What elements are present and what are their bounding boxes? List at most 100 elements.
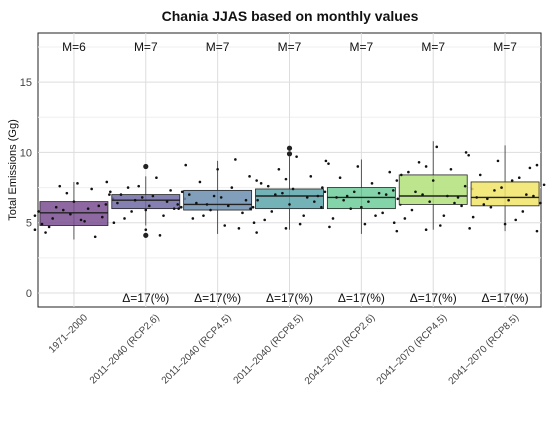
data-point: [391, 189, 395, 192]
data-point: [525, 193, 528, 196]
data-point: [237, 227, 241, 230]
data-point: [328, 225, 331, 229]
data-point: [381, 211, 384, 215]
data-point: [400, 173, 403, 177]
gridlines: [38, 33, 541, 307]
data-point: [284, 227, 288, 230]
data-point: [251, 205, 255, 209]
data-point: [47, 225, 51, 229]
outlier-point: [286, 145, 293, 151]
x-tick-label: 2011–2040 (RCP8.5): [232, 312, 306, 386]
x-tick-label: 2011–2040 (RCP2.6): [88, 312, 162, 386]
box: [111, 194, 181, 210]
data-point: [313, 200, 316, 203]
data-point: [528, 166, 532, 170]
data-point: [51, 217, 54, 220]
data-point: [291, 187, 295, 191]
data-point: [449, 167, 453, 171]
data-point: [202, 214, 205, 217]
data-point: [517, 176, 521, 180]
data-point: [431, 179, 435, 182]
data-point: [148, 204, 151, 208]
data-point: [331, 217, 335, 220]
data-point: [324, 159, 328, 163]
data-point: [535, 163, 539, 167]
data-point: [104, 203, 108, 206]
data-point: [320, 205, 323, 209]
data-point: [112, 221, 116, 224]
data-point: [169, 189, 172, 192]
data-point: [460, 204, 463, 208]
data-point: [463, 184, 467, 188]
data-point: [259, 182, 263, 185]
bottom-label: Δ=17(%): [266, 291, 313, 305]
top-label: M=7: [134, 40, 158, 54]
data-point: [252, 221, 256, 224]
data-point: [155, 176, 158, 180]
data-point: [374, 214, 377, 217]
data-point: [392, 221, 396, 224]
x-tick-label: 2041–2070 (RCP2.6): [303, 312, 378, 387]
data-point: [209, 208, 212, 212]
data-point: [86, 207, 90, 210]
y-axis-label: Total Emissions (Gg): [7, 119, 19, 220]
data-point: [93, 235, 97, 239]
data-point: [33, 228, 37, 232]
data-point: [503, 222, 507, 226]
box: [183, 189, 253, 211]
y-axis: 0 5 10 15: [20, 77, 32, 300]
data-point: [195, 201, 198, 205]
data-point: [521, 210, 525, 213]
data-point: [349, 207, 353, 210]
data-point: [302, 214, 305, 217]
top-label: M=7: [350, 40, 374, 54]
data-point: [187, 193, 191, 196]
data-point: [542, 183, 546, 187]
data-point: [184, 163, 188, 167]
data-point: [284, 177, 288, 181]
data-point: [97, 204, 101, 208]
data-point: [133, 198, 137, 202]
data-point: [179, 205, 183, 209]
data-point: [464, 151, 468, 154]
bottom-label: Δ=17(%): [194, 291, 241, 305]
data-point: [219, 196, 223, 199]
data-point: [514, 218, 518, 222]
top-label: M=7: [493, 40, 517, 54]
data-point: [288, 203, 291, 206]
data-point: [249, 207, 252, 210]
data-point: [424, 228, 428, 232]
bottom-label: Δ=17(%): [482, 291, 529, 305]
top-label: M=7: [421, 40, 445, 54]
data-point: [72, 200, 76, 203]
data-point: [40, 222, 44, 226]
data-point: [384, 193, 388, 196]
data-point: [446, 194, 449, 198]
data-point: [367, 200, 370, 203]
x-tick-label: 2011–2040 (RCP4.5): [160, 312, 234, 386]
data-point: [388, 170, 392, 174]
data-point: [76, 182, 79, 185]
data-point: [395, 179, 399, 182]
data-point: [248, 175, 251, 178]
data-point: [126, 186, 130, 189]
data-point: [69, 212, 72, 216]
data-point: [61, 208, 65, 212]
data-point: [510, 179, 514, 182]
data-point: [226, 204, 230, 208]
data-point: [116, 201, 119, 205]
data-point: [165, 200, 169, 203]
x-tick-label: 1971–2000: [47, 312, 90, 355]
data-point: [417, 160, 421, 164]
bottom-label: Δ=17(%): [122, 291, 169, 305]
y-tick-label: 10: [20, 147, 32, 159]
data-point: [428, 200, 431, 203]
data-point: [270, 210, 274, 213]
data-point: [144, 228, 148, 232]
data-point: [468, 227, 471, 230]
data-point: [205, 203, 209, 206]
data-point: [321, 186, 324, 189]
data-point: [475, 196, 479, 199]
data-point: [360, 205, 363, 209]
